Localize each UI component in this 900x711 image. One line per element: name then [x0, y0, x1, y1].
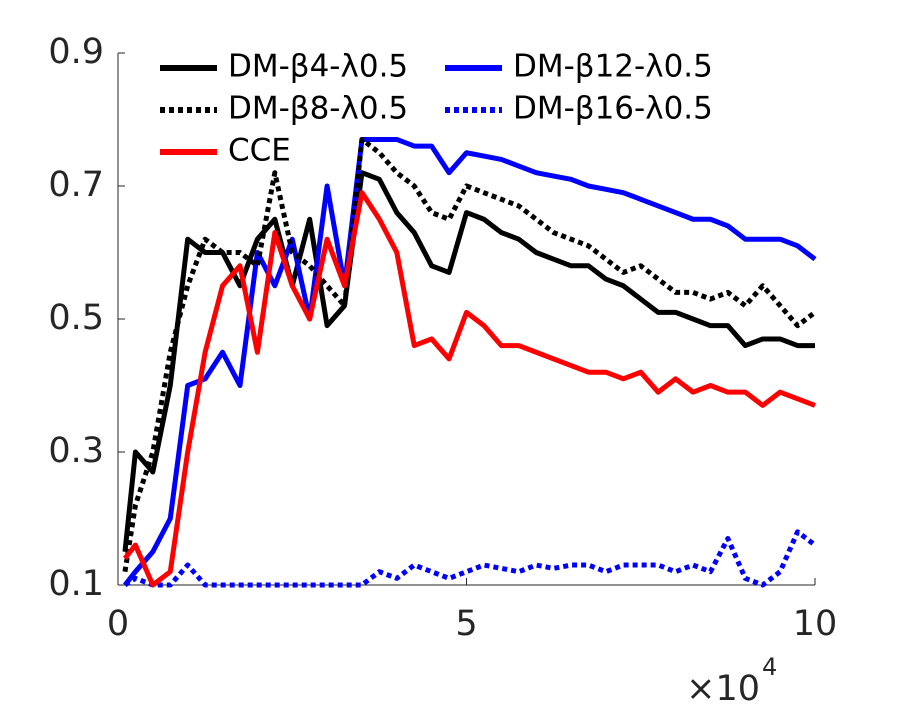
x-tick-label: 0	[107, 604, 129, 644]
x-multiplier-base: ×10	[686, 669, 760, 709]
legend-label: DM-β16-λ0.5	[513, 91, 713, 127]
legend-label: DM-β4-λ0.5	[228, 49, 408, 85]
y-tick-label: 0.3	[48, 431, 104, 471]
x-multiplier-exponent: 4	[762, 653, 777, 681]
series-line	[123, 529, 817, 588]
y-tick-label: 0.7	[48, 165, 104, 205]
legend-label: DM-β8-λ0.5	[228, 91, 408, 127]
y-tick-label: 0.1	[48, 564, 104, 604]
series-line	[122, 136, 817, 573]
x-tick-label: 5	[455, 604, 477, 644]
y-tick-label: 0.9	[48, 32, 104, 72]
y-tick-label: 0.5	[48, 298, 104, 338]
legend-label: DM-β12-λ0.5	[513, 49, 713, 85]
series-line	[123, 136, 817, 587]
x-tick-label: 10	[793, 604, 838, 644]
legend-label: CCE	[228, 133, 291, 169]
series-line	[123, 190, 816, 588]
